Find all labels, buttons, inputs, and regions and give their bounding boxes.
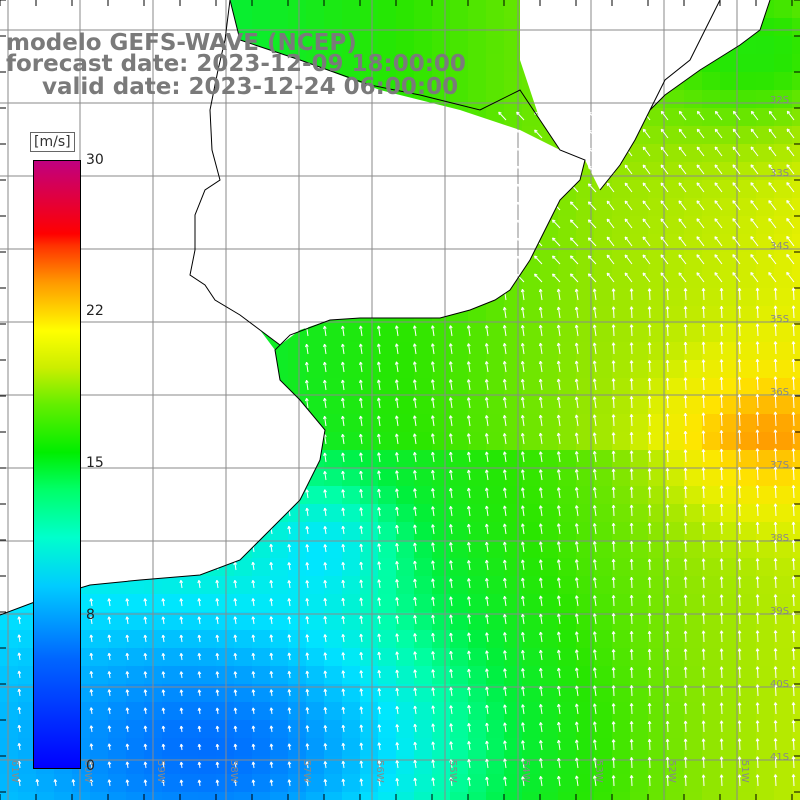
colorbar-gradient: [33, 160, 81, 769]
valid-date: valid date: 2023-12-24 06:00:00: [42, 74, 459, 100]
wind-arrows: [17, 110, 796, 787]
lat-label: 32S: [770, 95, 789, 106]
lon-label: 54W: [520, 760, 531, 783]
lon-label: 58W: [228, 760, 239, 783]
lat-label: 40S: [770, 679, 789, 690]
lat-label: 33S: [770, 168, 789, 179]
model-title: modelo GEFS-WAVE (NCEP): [6, 30, 357, 56]
lat-label: 36S: [770, 387, 789, 398]
land-mask: [0, 0, 770, 615]
lat-label: 38S: [770, 533, 789, 544]
lat-label: 41S: [770, 752, 789, 763]
colorbar-tick-30: 30: [86, 152, 104, 168]
lon-label: 55W: [447, 760, 458, 783]
lon-label: 60W: [82, 760, 93, 783]
lon-label: 59W: [155, 760, 166, 783]
grid-labels: 32S 33S 34S 35S 36S 37S 38S 39S 40S 41S 61W 60W 59W 5…: [9, 95, 789, 783]
coastline: [0, 0, 771, 616]
lon-label: 51W: [739, 760, 750, 783]
colorbar-unit: [m/s]: [30, 132, 75, 152]
lat-label: 34S: [770, 241, 789, 252]
lat-label: 39S: [770, 606, 789, 617]
colorbar-tick-15: 15: [86, 455, 104, 471]
lat-label: 35S: [770, 314, 789, 325]
lon-label: 53W: [593, 760, 604, 783]
lon-label: 52W: [666, 760, 677, 783]
lat-label: 37S: [770, 460, 789, 471]
colorbar-tick-0: 0: [86, 758, 95, 774]
colorbar-tick-8: 8: [86, 607, 95, 623]
forecast-date: forecast date: 2023-12-09 18:00:00: [6, 51, 466, 77]
colorbar-tick-22: 22: [86, 303, 104, 319]
lon-label: 56W: [374, 760, 385, 783]
lon-label: 57W: [301, 760, 312, 783]
lon-label: 61W: [9, 760, 20, 783]
